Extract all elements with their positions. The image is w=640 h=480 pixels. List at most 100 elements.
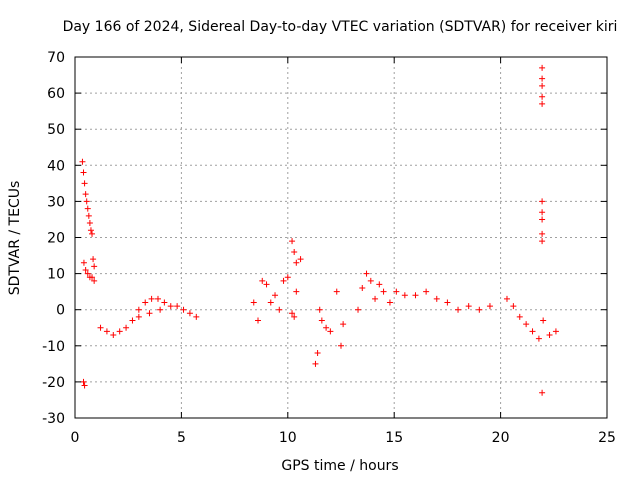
data-point: [272, 292, 279, 299]
data-point: [523, 321, 530, 328]
data-point: [444, 299, 451, 306]
x-tick-label: 0: [71, 430, 80, 446]
y-tick-label: -10: [42, 339, 65, 355]
y-tick-label: 50: [47, 122, 65, 138]
data-point: [539, 93, 546, 100]
y-tick-label: 70: [47, 50, 65, 66]
data-point: [161, 299, 168, 306]
data-point: [148, 295, 155, 302]
data-point: [135, 313, 142, 320]
data-point: [80, 259, 87, 266]
y-tick-label: 60: [47, 86, 65, 102]
data-point: [146, 310, 153, 317]
data-point: [539, 100, 546, 107]
data-point: [546, 331, 553, 338]
data-point: [539, 216, 546, 223]
data-point: [539, 198, 546, 205]
axis-ticks: 0 5 10 15 20 25 -30 -20 -10 0 10 20 30 40 50 60 70: [42, 50, 616, 446]
data-point: [539, 64, 546, 71]
data-point: [79, 158, 86, 165]
data-point: [540, 317, 547, 324]
y-tick-label: -30: [42, 411, 65, 427]
data-point: [135, 306, 142, 313]
data-point: [174, 303, 181, 310]
data-point: [154, 295, 161, 302]
data-point: [297, 256, 304, 263]
data-point: [103, 328, 110, 335]
data-point: [116, 328, 123, 335]
data-point: [539, 230, 546, 237]
data-point: [333, 288, 340, 295]
y-tick-label: 40: [47, 158, 65, 174]
data-point: [142, 299, 149, 306]
data-point: [291, 313, 298, 320]
data-point: [193, 313, 200, 320]
data-point: [81, 382, 88, 389]
y-tick-label: -20: [42, 375, 65, 391]
data-point: [338, 342, 344, 349]
data-points: [79, 64, 559, 396]
data-point: [552, 328, 559, 335]
data-point: [355, 306, 362, 313]
data-point: [476, 306, 483, 313]
data-point: [465, 303, 472, 310]
data-point: [312, 360, 319, 367]
data-point: [323, 324, 330, 331]
x-tick-label: 25: [598, 430, 616, 446]
data-point: [510, 303, 517, 310]
data-point: [255, 317, 262, 324]
data-point: [89, 230, 96, 237]
chart-title: Day 166 of 2024, Sidereal Day-to-day VTE…: [63, 19, 618, 35]
data-point: [259, 277, 266, 284]
data-point: [280, 277, 287, 284]
data-point: [401, 292, 408, 299]
data-point: [83, 198, 90, 205]
data-point: [87, 227, 94, 234]
data-point: [393, 288, 400, 295]
x-tick-label: 10: [279, 430, 297, 446]
data-point: [293, 288, 300, 295]
x-axis-label: GPS time / hours: [281, 458, 398, 474]
data-point: [80, 169, 87, 176]
data-point: [316, 306, 323, 313]
data-point: [81, 180, 88, 187]
data-point: [89, 274, 96, 281]
data-point: [340, 321, 347, 328]
data-point: [372, 295, 379, 302]
data-point: [367, 277, 374, 284]
data-point: [386, 299, 393, 306]
data-point: [539, 238, 546, 245]
data-point: [380, 288, 387, 295]
data-point: [529, 328, 536, 335]
y-axis-label: SDTVAR / TECUs: [7, 181, 23, 296]
data-point: [314, 350, 321, 357]
data-point: [433, 295, 440, 302]
data-point: [84, 205, 91, 212]
data-point: [110, 331, 117, 338]
data-point: [123, 324, 130, 331]
y-tick-label: 0: [56, 303, 65, 319]
data-point: [157, 306, 164, 313]
data-point: [291, 248, 298, 255]
data-point: [97, 324, 104, 331]
y-tick-label: 30: [47, 194, 65, 210]
data-point: [289, 238, 296, 245]
data-point: [276, 306, 283, 313]
data-point: [455, 306, 462, 313]
y-tick-label: 20: [47, 231, 65, 247]
data-point: [539, 82, 546, 89]
data-point: [80, 378, 87, 385]
data-point: [363, 270, 370, 277]
data-point: [423, 288, 430, 295]
y-tick-label: 10: [47, 267, 65, 283]
data-point: [82, 266, 89, 273]
data-point: [539, 75, 546, 82]
data-point: [318, 317, 325, 324]
data-point: [412, 292, 419, 299]
data-point: [86, 220, 93, 227]
data-point: [327, 328, 334, 335]
data-point: [84, 270, 91, 277]
data-point: [91, 263, 98, 270]
data-point: [486, 303, 493, 310]
